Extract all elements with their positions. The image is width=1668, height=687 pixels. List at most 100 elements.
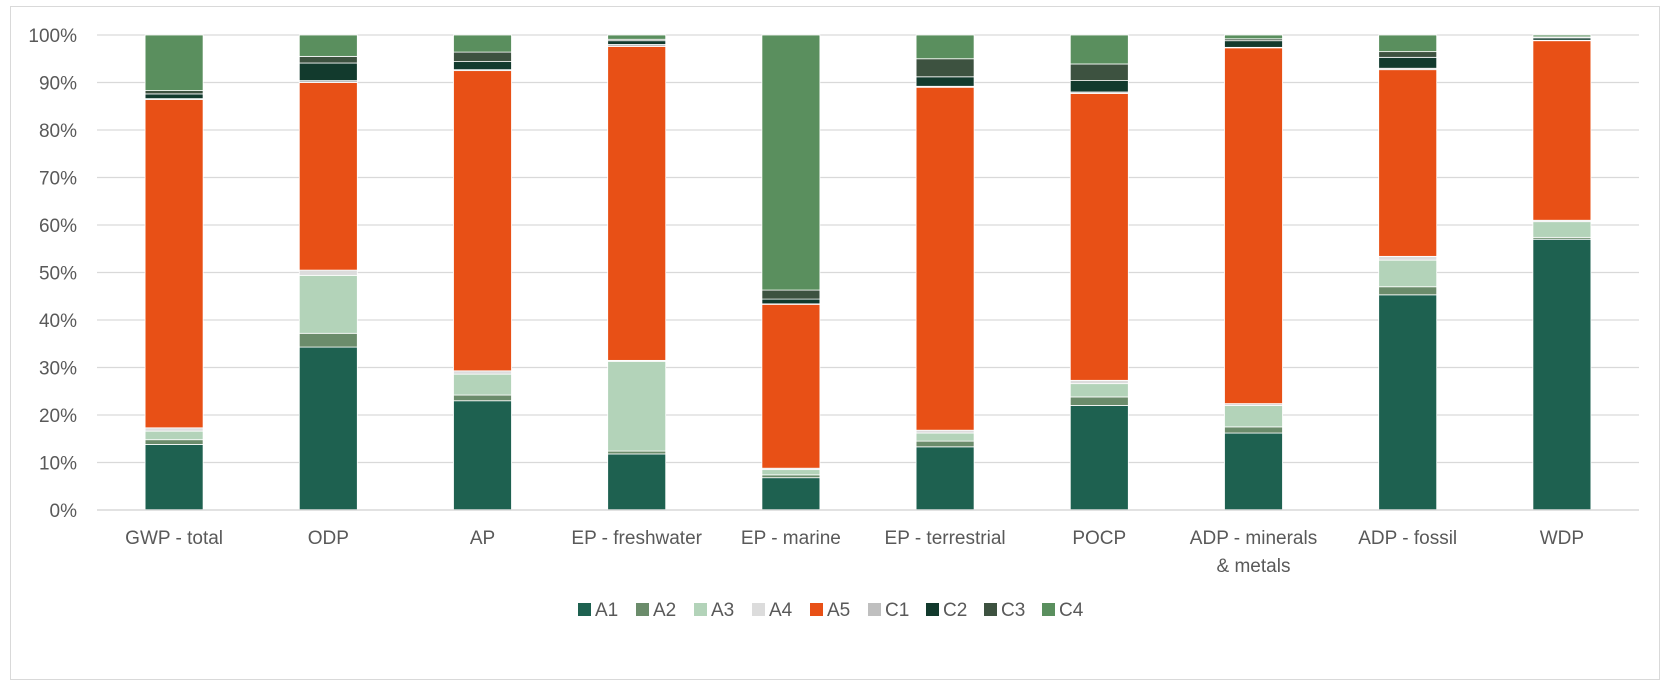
bar-segment-a4	[144, 427, 204, 432]
legend: A1 A2 A3 A4 A5 C1 C2 C3 C4	[578, 600, 1084, 621]
bar-segment-a1	[144, 444, 204, 511]
bar-segment-a2	[1069, 396, 1129, 406]
bar-segment-a2	[1224, 426, 1283, 434]
bar-segment-a1	[453, 400, 512, 511]
legend-label: A2	[653, 600, 676, 621]
y-tick-label: 100%	[28, 26, 77, 47]
legend-swatch	[1042, 603, 1055, 616]
legend-item-c4: C4	[1042, 600, 1084, 621]
bar-segment-a4	[1069, 379, 1129, 385]
bar-stack	[1069, 34, 1129, 511]
bar-segment-a3	[144, 430, 204, 441]
bar-segment-a2	[144, 439, 204, 445]
x-category-label: AP	[470, 528, 495, 549]
bar-segment-c4	[1069, 34, 1129, 65]
legend-item-a3: A3	[694, 600, 734, 621]
bar-segment-a3	[1069, 383, 1129, 398]
x-category-label: ADP - minerals	[1190, 528, 1317, 549]
bar-segment-a5	[1378, 69, 1438, 257]
y-tick-label: 10%	[39, 454, 77, 475]
bar-segment-a2	[761, 474, 821, 479]
x-category-label: WDP	[1540, 528, 1584, 549]
bar-segment-a5	[915, 86, 975, 431]
bar-segment-c3	[298, 55, 358, 64]
y-tick-label: 40%	[39, 311, 77, 332]
bar-segment-c4	[761, 34, 821, 291]
bar-segment-a1	[1224, 432, 1283, 511]
bar-segment-c4	[298, 34, 358, 57]
bar-segment-c4	[1224, 34, 1283, 40]
bar-segment-a3	[1378, 259, 1438, 288]
legend-item-a5: A5	[810, 600, 850, 621]
bar-segment-a2	[607, 450, 667, 455]
bar-segment-a5	[144, 99, 204, 429]
bar-stack	[915, 34, 975, 511]
legend-label: A4	[769, 600, 793, 621]
legend-label: A1	[595, 600, 618, 621]
bar-segment-c3	[761, 289, 821, 300]
bar-segment-a1	[1069, 405, 1129, 511]
bar-segment-a5	[761, 303, 821, 469]
legend-item-c3: C3	[984, 600, 1025, 621]
bar-segment-c2	[1378, 56, 1438, 69]
bar-stack	[298, 34, 358, 511]
bar-segment-a4	[298, 269, 358, 276]
x-category-label: POCP	[1072, 528, 1126, 549]
bar-segment-c3	[1069, 63, 1129, 81]
legend-swatch	[636, 603, 649, 616]
legend-swatch	[868, 603, 881, 616]
legend-label: C1	[885, 600, 909, 621]
y-tick-label: 20%	[39, 406, 77, 427]
legend-item-a2: A2	[636, 600, 676, 621]
bar-segment-a3	[298, 274, 358, 334]
bar-segment-c4	[453, 34, 512, 53]
bar-segment-a4	[453, 370, 512, 375]
bar-segment-c2	[144, 93, 204, 100]
bar-segment-c2	[915, 76, 975, 87]
bar-segment-a4	[1378, 255, 1438, 261]
bar-segment-a3	[1224, 405, 1283, 428]
bar-segment-c4	[1532, 34, 1592, 38]
bar-segment-c3	[915, 58, 975, 78]
bar-segment-c3	[453, 51, 512, 62]
legend-label: C2	[943, 600, 967, 621]
bar-segment-a3	[761, 469, 821, 476]
stacked-bar-chart: 0% 10% 20% 30% 40% 50% 60% 70% 80% 90% 100% GWP - …	[28, 26, 1639, 621]
bar-segment-c2	[607, 40, 667, 45]
y-tick-label: 70%	[39, 169, 77, 190]
bar-segment-a5	[298, 82, 358, 271]
bar-segment-a3	[1532, 221, 1592, 238]
x-category-label: ODP	[308, 528, 349, 549]
bar-segment-a1	[1378, 294, 1438, 511]
bar-segment-a5	[453, 70, 512, 372]
bar-segment-a1	[298, 346, 358, 511]
bar-segment-a3	[915, 432, 975, 442]
bar-segment-a5	[607, 46, 667, 361]
bar-stack	[607, 34, 667, 511]
bar-segment-a2	[453, 394, 512, 402]
legend-label: C4	[1059, 600, 1084, 621]
legend-swatch	[984, 603, 997, 616]
bar-segment-a1	[607, 453, 667, 511]
y-tick-label: 60%	[39, 216, 77, 237]
bar-stack	[1378, 34, 1438, 511]
bar-segment-a5	[1224, 47, 1283, 404]
bar-segment-a1	[1532, 238, 1592, 511]
x-category-label: & metals	[1217, 556, 1291, 577]
bar-segment-c2	[1069, 80, 1129, 93]
x-category-label: EP - terrestrial	[885, 528, 1006, 549]
bar-segment-a4	[915, 429, 975, 434]
bar-segment-a2	[915, 440, 975, 448]
y-tick-label: 50%	[39, 264, 77, 285]
bar-segment-c2	[298, 62, 358, 82]
y-axis-tick-labels: 0% 10% 20% 30% 40% 50% 60% 70% 80% 90% 100%	[28, 26, 77, 522]
bar-segment-a2	[1378, 286, 1438, 296]
x-category-label: EP - freshwater	[571, 528, 702, 549]
bar-stack	[761, 34, 821, 511]
bar-segment-a5	[1532, 40, 1592, 221]
bar-segment-a5	[1069, 93, 1129, 381]
bar-segment-a3	[453, 373, 512, 396]
bar-stack	[144, 34, 204, 511]
chart-frame: 0% 10% 20% 30% 40% 50% 60% 70% 80% 90% 100% GWP - …	[10, 6, 1660, 680]
legend-swatch	[694, 603, 707, 616]
